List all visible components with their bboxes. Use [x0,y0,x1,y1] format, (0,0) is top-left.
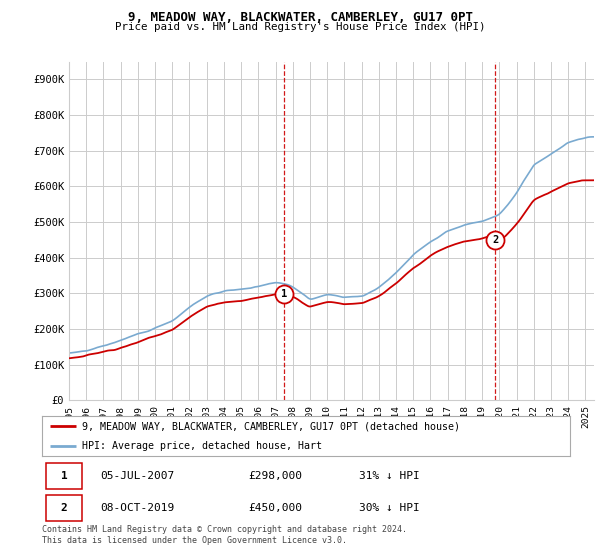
Text: 2: 2 [61,503,68,514]
Text: 9, MEADOW WAY, BLACKWATER, CAMBERLEY, GU17 0PT (detached house): 9, MEADOW WAY, BLACKWATER, CAMBERLEY, GU… [82,421,460,431]
Text: £450,000: £450,000 [248,503,302,514]
Text: 30% ↓ HPI: 30% ↓ HPI [359,503,419,514]
Text: Price paid vs. HM Land Registry's House Price Index (HPI): Price paid vs. HM Land Registry's House … [115,22,485,32]
Text: 1: 1 [281,289,287,299]
Text: 05-JUL-2007: 05-JUL-2007 [100,472,175,482]
Text: HPI: Average price, detached house, Hart: HPI: Average price, detached house, Hart [82,441,322,451]
Text: 08-OCT-2019: 08-OCT-2019 [100,503,175,514]
Text: Contains HM Land Registry data © Crown copyright and database right 2024.
This d: Contains HM Land Registry data © Crown c… [42,525,407,545]
FancyBboxPatch shape [46,496,82,521]
Text: 1: 1 [61,472,68,482]
Text: 2: 2 [492,235,498,245]
FancyBboxPatch shape [46,464,82,489]
Text: £298,000: £298,000 [248,472,302,482]
Text: 9, MEADOW WAY, BLACKWATER, CAMBERLEY, GU17 0PT: 9, MEADOW WAY, BLACKWATER, CAMBERLEY, GU… [128,11,473,24]
Text: 31% ↓ HPI: 31% ↓ HPI [359,472,419,482]
